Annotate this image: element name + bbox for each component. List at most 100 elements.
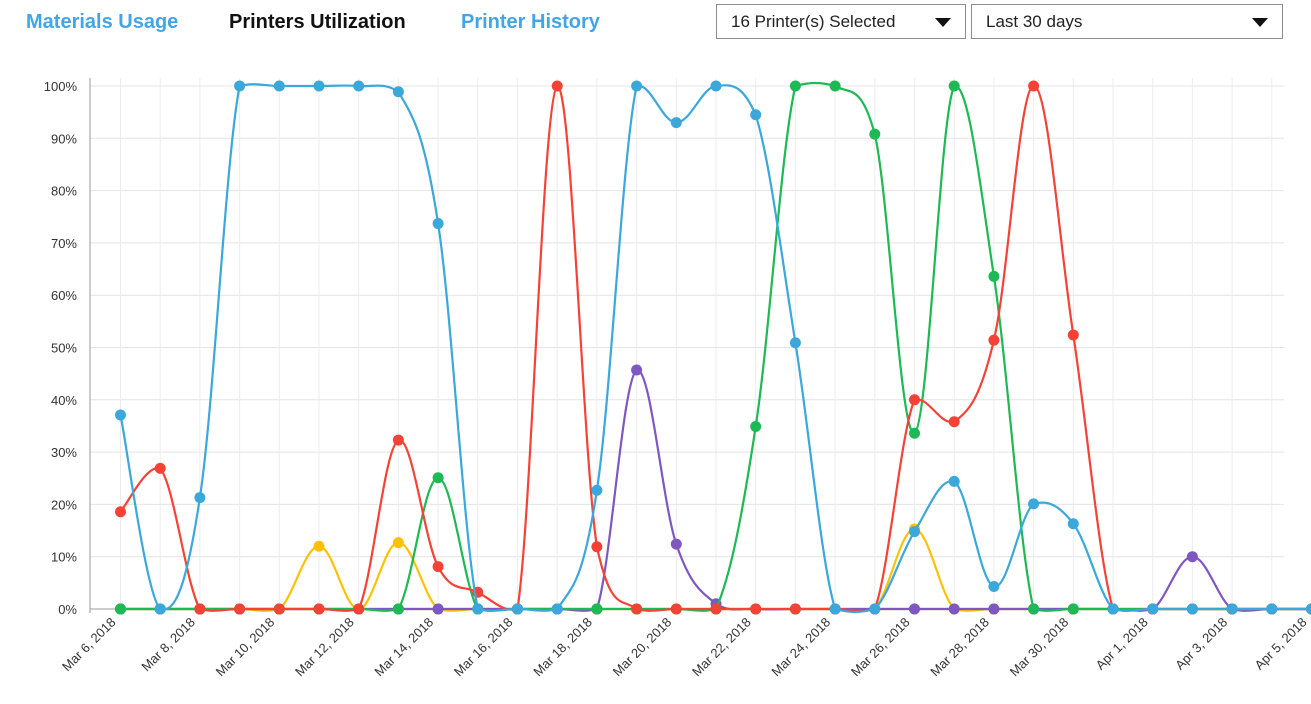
data-point bbox=[829, 80, 841, 92]
data-point bbox=[432, 603, 444, 615]
series-2 bbox=[115, 364, 1311, 615]
data-point bbox=[750, 420, 762, 432]
data-point bbox=[909, 427, 920, 439]
x-tick-label: Apr 1, 2018 bbox=[1093, 615, 1151, 673]
data-point bbox=[909, 526, 920, 538]
data-point bbox=[392, 434, 404, 446]
data-point bbox=[948, 475, 960, 487]
data-point bbox=[1107, 603, 1119, 615]
data-point bbox=[988, 334, 1000, 346]
data-point bbox=[432, 561, 444, 573]
data-point bbox=[988, 581, 1000, 593]
data-point bbox=[1186, 603, 1198, 615]
x-tick-label: Mar 18, 2018 bbox=[530, 615, 595, 680]
data-point bbox=[115, 603, 126, 615]
data-point bbox=[313, 540, 325, 552]
data-point bbox=[591, 541, 603, 553]
y-tick-label: 20% bbox=[51, 497, 77, 512]
data-point bbox=[551, 603, 563, 615]
y-tick-label: 30% bbox=[51, 445, 77, 460]
data-point bbox=[512, 603, 523, 615]
caret-down-icon bbox=[1252, 18, 1268, 27]
data-point bbox=[750, 603, 762, 615]
x-tick-label: Mar 26, 2018 bbox=[848, 615, 913, 680]
y-tick-label: 100% bbox=[44, 79, 78, 94]
data-point bbox=[313, 603, 325, 615]
data-point bbox=[750, 109, 762, 121]
data-point bbox=[1067, 518, 1079, 530]
y-tick-label: 80% bbox=[51, 184, 77, 199]
printer-select-value: 16 Printer(s) Selected bbox=[731, 12, 896, 31]
data-point bbox=[194, 492, 206, 504]
data-point bbox=[1147, 603, 1159, 615]
utilization-line-chart: 0% 10% 20% 30% 40% 50% 60% 70% 80% 90% 100% Mar 6, … bbox=[44, 78, 1311, 680]
data-point bbox=[392, 537, 404, 549]
x-tick-label: Mar 6, 2018 bbox=[59, 615, 119, 675]
data-point bbox=[789, 80, 801, 92]
printer-select[interactable]: 16 Printer(s) Selected bbox=[716, 4, 966, 39]
date-range-select[interactable]: Last 30 days bbox=[971, 4, 1283, 39]
y-tick-label: 10% bbox=[51, 550, 77, 565]
data-point bbox=[392, 86, 404, 98]
data-point bbox=[948, 416, 960, 428]
data-point bbox=[869, 128, 881, 140]
data-point bbox=[1067, 329, 1079, 341]
data-point bbox=[1226, 603, 1238, 615]
data-point bbox=[234, 80, 246, 92]
x-tick-label: Mar 12, 2018 bbox=[292, 615, 357, 680]
data-point bbox=[948, 603, 960, 615]
data-point bbox=[789, 603, 801, 615]
data-point bbox=[631, 603, 643, 615]
data-point bbox=[1028, 80, 1040, 92]
tab-printer-history[interactable]: Printer History bbox=[461, 11, 600, 33]
data-point bbox=[948, 80, 960, 92]
data-point bbox=[392, 603, 404, 615]
data-point bbox=[789, 337, 801, 349]
data-point bbox=[631, 364, 643, 376]
data-point bbox=[313, 80, 325, 92]
data-point bbox=[988, 603, 1000, 615]
data-point bbox=[551, 80, 563, 92]
data-point bbox=[432, 218, 444, 230]
x-tick-label: Mar 14, 2018 bbox=[371, 615, 436, 680]
tab-materials-usage[interactable]: Materials Usage bbox=[26, 11, 179, 33]
y-tick-label: 60% bbox=[51, 288, 77, 303]
y-tick-label: 70% bbox=[51, 236, 77, 251]
data-point bbox=[670, 538, 682, 550]
data-point bbox=[194, 603, 206, 615]
x-tick-label: Apr 3, 2018 bbox=[1172, 615, 1230, 673]
y-tick-label: 50% bbox=[51, 341, 77, 356]
data-point bbox=[154, 603, 166, 615]
x-tick-label: Mar 30, 2018 bbox=[1007, 615, 1072, 680]
x-tick-label: Mar 28, 2018 bbox=[927, 615, 992, 680]
data-point bbox=[1067, 603, 1079, 615]
data-point bbox=[115, 409, 126, 421]
data-point bbox=[670, 603, 682, 615]
data-point bbox=[273, 603, 285, 615]
data-point bbox=[988, 270, 1000, 282]
data-point bbox=[353, 603, 365, 615]
date-range-select-value: Last 30 days bbox=[986, 12, 1083, 31]
x-tick-label: Mar 8, 2018 bbox=[138, 615, 198, 675]
data-point bbox=[710, 80, 722, 92]
data-point bbox=[353, 80, 365, 92]
data-point bbox=[591, 484, 603, 496]
data-point bbox=[909, 603, 920, 615]
series-5 bbox=[115, 80, 1311, 615]
data-point bbox=[1266, 603, 1278, 615]
data-point bbox=[710, 603, 722, 615]
data-point bbox=[154, 462, 166, 474]
data-point bbox=[234, 603, 246, 615]
data-point bbox=[829, 603, 841, 615]
data-point bbox=[631, 80, 643, 92]
data-point bbox=[1028, 603, 1040, 615]
x-tick-label: Mar 16, 2018 bbox=[451, 615, 516, 680]
data-point bbox=[472, 603, 484, 615]
tab-printers-utilization[interactable]: Printers Utilization bbox=[229, 11, 406, 33]
data-point bbox=[1186, 551, 1198, 563]
chart-grid bbox=[90, 78, 1284, 610]
data-point bbox=[273, 80, 285, 92]
x-tick-label: Mar 22, 2018 bbox=[689, 615, 754, 680]
x-tick-label: Mar 20, 2018 bbox=[610, 615, 675, 680]
x-tick-label: Apr 5, 2018 bbox=[1251, 615, 1309, 673]
